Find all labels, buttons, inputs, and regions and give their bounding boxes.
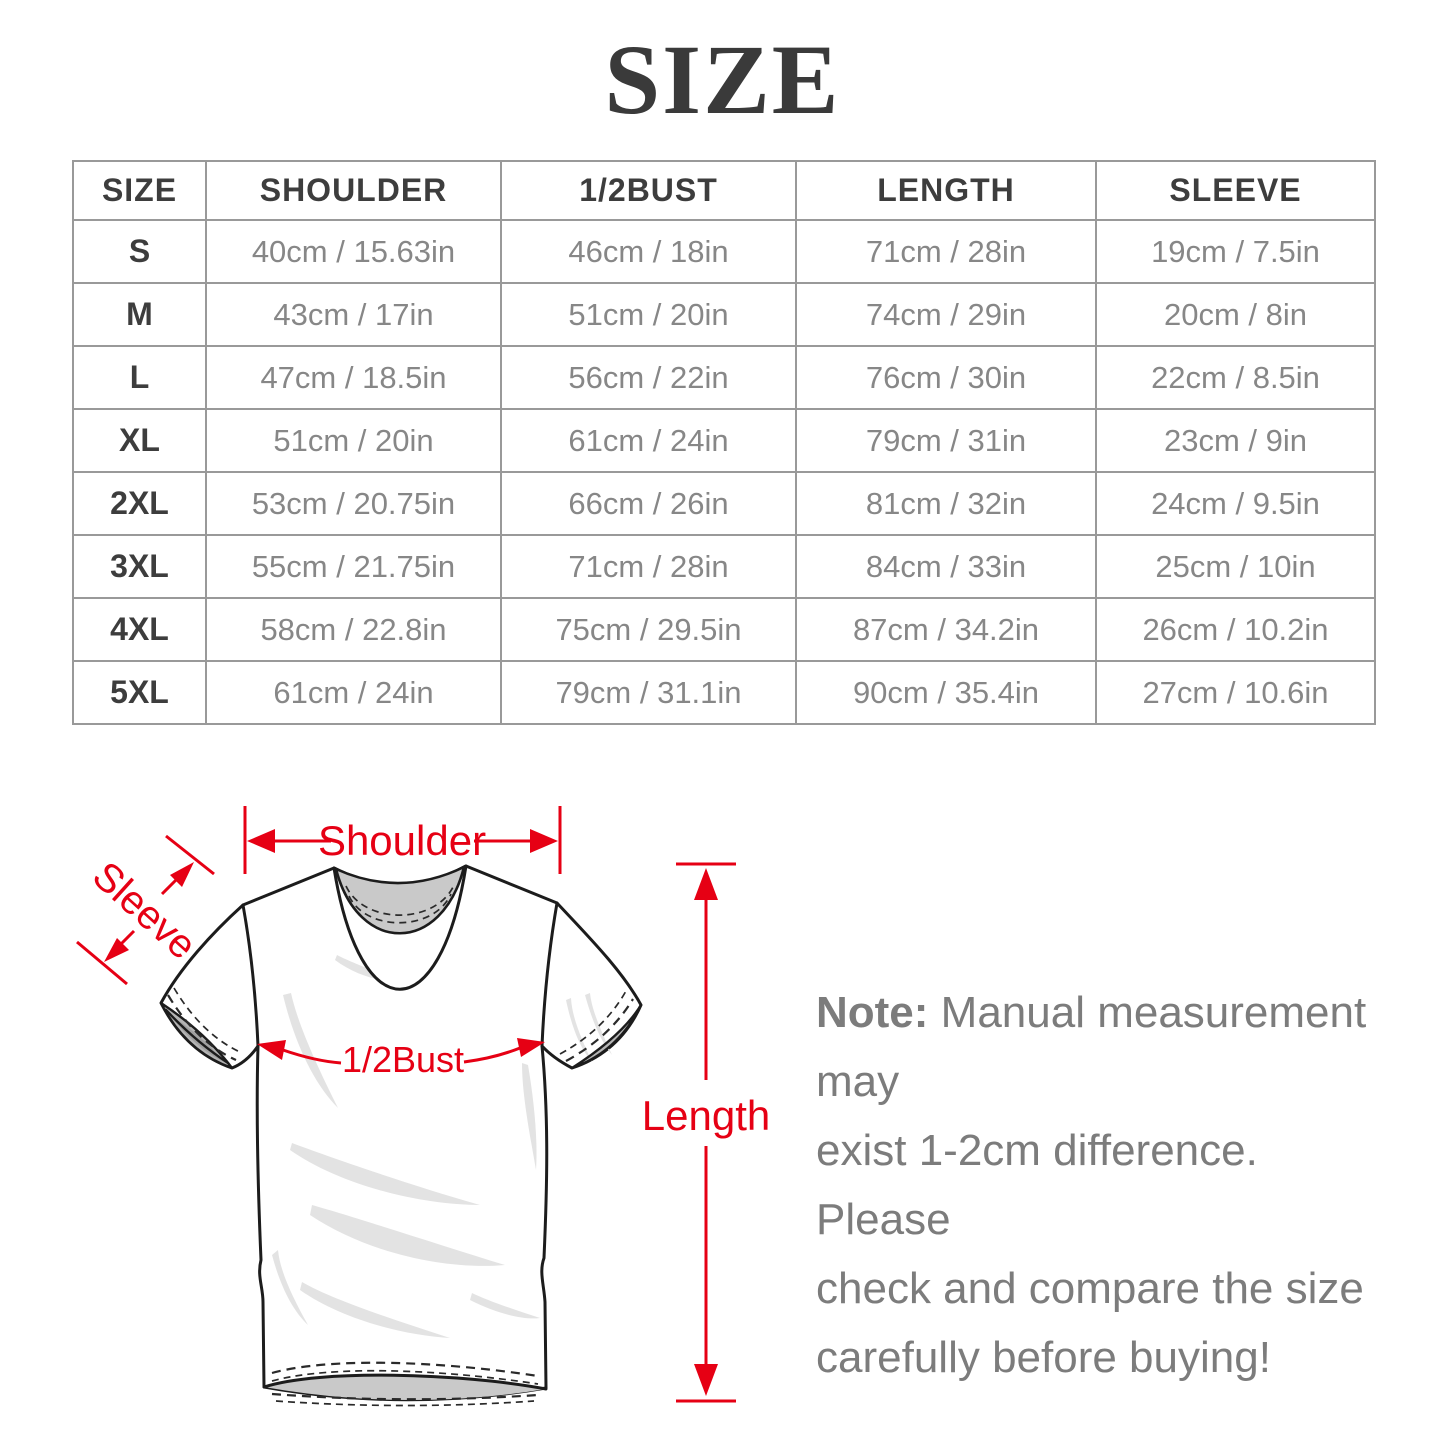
length-label: Length: [642, 1092, 770, 1139]
value-cell: 66cm / 26in: [500, 471, 797, 536]
size-table: SIZE SHOULDER 1/2BUST LENGTH SLEEVE S 40cm / …: [72, 160, 1376, 725]
value-cell: 25cm / 10in: [1095, 534, 1376, 599]
column-header: SLEEVE: [1095, 160, 1376, 221]
table-row: 3XL 55cm / 21.75in 71cm / 28in 84cm / 33in 2…: [72, 534, 1376, 599]
cuff-left: [159, 987, 243, 1070]
armhole-seam-right: [540, 901, 559, 1048]
note-line: Note: Manual measurement may: [816, 988, 1367, 1106]
collar-back-panel: [334, 864, 466, 935]
value-cell: 43cm / 17in: [205, 282, 502, 347]
table-row: 4XL 58cm / 22.8in 75cm / 29.5in 87cm / 34.2…: [72, 597, 1376, 662]
note-line: carefully before buying!: [816, 1333, 1271, 1382]
value-cell: 22cm / 8.5in: [1095, 345, 1376, 410]
value-cell: 51cm / 20in: [205, 408, 502, 473]
value-cell: 26cm / 10.2in: [1095, 597, 1376, 662]
value-cell: 75cm / 29.5in: [500, 597, 797, 662]
size-cell: L: [72, 345, 207, 410]
value-cell: 74cm / 29in: [795, 282, 1097, 347]
collar: [332, 864, 468, 991]
hem: [262, 1361, 548, 1407]
size-cell: 3XL: [72, 534, 207, 599]
value-cell: 81cm / 32in: [795, 471, 1097, 536]
value-cell: 23cm / 9in: [1095, 408, 1376, 473]
note-line: exist 1-2cm difference. Please: [816, 1126, 1258, 1244]
shoulder-label: Shoulder: [318, 817, 486, 864]
armhole-seam-left: [241, 903, 260, 1048]
shoulder-annotation: Shoulder: [243, 806, 562, 874]
length-annotation: Length: [642, 862, 770, 1403]
value-cell: 55cm / 21.75in: [205, 534, 502, 599]
table-row: L 47cm / 18.5in 56cm / 22in 76cm / 30in 22cm…: [72, 345, 1376, 410]
column-header: 1/2BUST: [500, 160, 797, 221]
size-cell: M: [72, 282, 207, 347]
value-cell: 61cm / 24in: [205, 660, 502, 725]
table-row: S 40cm / 15.63in 46cm / 18in 71cm / 28in 19c…: [72, 219, 1376, 284]
value-cell: 79cm / 31in: [795, 408, 1097, 473]
bust-label: 1/2Bust: [342, 1039, 464, 1080]
table-row: XL 51cm / 20in 61cm / 24in 79cm / 31in 23cm …: [72, 408, 1376, 473]
value-cell: 24cm / 9.5in: [1095, 471, 1376, 536]
size-cell: 2XL: [72, 471, 207, 536]
value-cell: 20cm / 8in: [1095, 282, 1376, 347]
size-table-header: SIZE SHOULDER 1/2BUST LENGTH SLEEVE: [72, 160, 1376, 221]
column-header: SIZE: [72, 160, 207, 221]
value-cell: 58cm / 22.8in: [205, 597, 502, 662]
size-cell: S: [72, 219, 207, 284]
tshirt-diagram: Shoulder Sleeve 1/2Bust Length: [76, 806, 770, 1407]
value-cell: 51cm / 20in: [500, 282, 797, 347]
value-cell: 87cm / 34.2in: [795, 597, 1097, 662]
size-cell: 5XL: [72, 660, 207, 725]
value-cell: 27cm / 10.6in: [1095, 660, 1376, 725]
bust-annotation: 1/2Bust: [257, 1038, 545, 1080]
table-row: M 43cm / 17in 51cm / 20in 74cm / 29in 20cm /…: [72, 282, 1376, 347]
value-cell: 56cm / 22in: [500, 345, 797, 410]
value-cell: 71cm / 28in: [795, 219, 1097, 284]
value-cell: 76cm / 30in: [795, 345, 1097, 410]
measurement-note: Note: Manual measurement may exist 1-2cm…: [816, 978, 1391, 1392]
tshirt-illustration: [159, 864, 643, 1407]
value-cell: 47cm / 18.5in: [205, 345, 502, 410]
value-cell: 46cm / 18in: [500, 219, 797, 284]
column-header: LENGTH: [795, 160, 1097, 221]
size-cell: XL: [72, 408, 207, 473]
size-cell: 4XL: [72, 597, 207, 662]
value-cell: 53cm / 20.75in: [205, 471, 502, 536]
table-row: 5XL 61cm / 24in 79cm / 31.1in 90cm / 35.4in…: [72, 660, 1376, 725]
value-cell: 79cm / 31.1in: [500, 660, 797, 725]
value-cell: 40cm / 15.63in: [205, 219, 502, 284]
value-cell: 84cm / 33in: [795, 534, 1097, 599]
note-line: check and compare the size: [816, 1264, 1364, 1313]
value-cell: 19cm / 7.5in: [1095, 219, 1376, 284]
column-header: SHOULDER: [205, 160, 502, 221]
table-row: 2XL 53cm / 20.75in 66cm / 26in 81cm / 32in 2…: [72, 471, 1376, 536]
value-cell: 71cm / 28in: [500, 534, 797, 599]
page-title: SIZE: [604, 24, 841, 135]
value-cell: 61cm / 24in: [500, 408, 797, 473]
cuff-right: [559, 990, 643, 1070]
note-prefix: Note:: [816, 988, 929, 1037]
size-table-body: S 40cm / 15.63in 46cm / 18in 71cm / 28in 19c…: [72, 219, 1376, 725]
value-cell: 90cm / 35.4in: [795, 660, 1097, 725]
